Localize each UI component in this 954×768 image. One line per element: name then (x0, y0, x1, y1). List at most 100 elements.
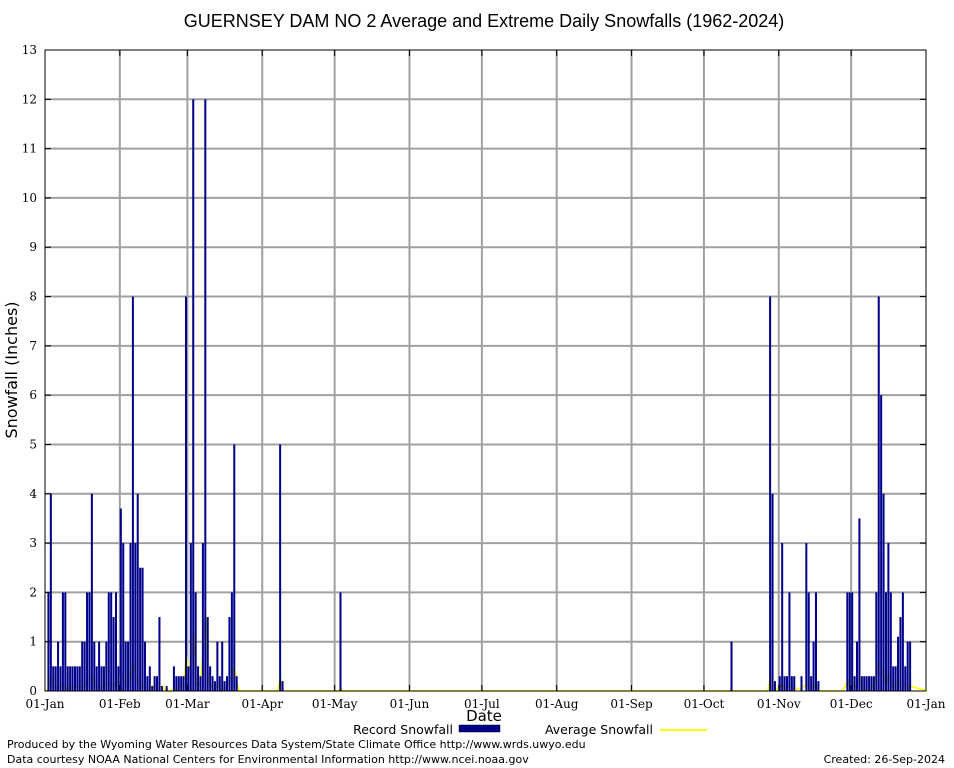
record-bar (788, 592, 791, 691)
record-bar (124, 641, 127, 691)
record-bar (100, 666, 103, 691)
record-bar (78, 666, 81, 691)
record-bar (93, 641, 96, 691)
record-bar (781, 543, 784, 691)
record-bar (110, 592, 113, 691)
record-bar (233, 444, 236, 691)
record-bar (117, 666, 120, 691)
record-bar (906, 641, 909, 691)
record-bar (863, 676, 866, 691)
y-tick-label: 10 (22, 191, 37, 205)
record-bar (793, 676, 796, 691)
record-bar (114, 592, 118, 691)
record-bar (223, 681, 226, 691)
record-bar (769, 296, 772, 691)
x-tick-label: 01-Jan (906, 697, 945, 711)
record-bar (184, 296, 188, 691)
y-tick-label: 2 (29, 585, 37, 599)
y-tick-label: 5 (29, 437, 37, 451)
record-bar (151, 686, 154, 691)
x-tick-label: 01-Sep (610, 697, 653, 711)
record-bar (810, 676, 813, 691)
record-bar (156, 676, 159, 691)
record-bar (54, 666, 57, 691)
record-bar (216, 641, 219, 691)
record-bar (141, 567, 144, 691)
record-bar (81, 641, 84, 691)
record-bar (892, 666, 895, 691)
plot-frame (44, 49, 927, 692)
record-bar (218, 676, 221, 691)
y-tick-label: 13 (22, 43, 37, 57)
record-bar (786, 676, 789, 691)
record-bar (52, 666, 55, 691)
record-bar (897, 636, 900, 691)
x-tick-label: 01-Jun (390, 697, 430, 711)
y-tick-label: 0 (29, 684, 37, 698)
footer-created: Created: 26-Sep-2024 (823, 753, 945, 766)
record-bar (177, 676, 180, 691)
legend-record-swatch (458, 724, 501, 733)
record-bar (281, 681, 284, 691)
x-tick-label: 01-Feb (99, 697, 141, 711)
record-bar (95, 666, 98, 691)
record-bar (61, 592, 64, 691)
legend: Record Snowfall Average Snowfall (353, 722, 707, 737)
record-bar (817, 681, 820, 691)
record-bar (57, 641, 60, 691)
record-bar (887, 543, 890, 691)
x-axis-label: Date (466, 707, 502, 725)
record-bar (119, 508, 122, 691)
x-tick-label: 01-Apr (242, 697, 284, 711)
y-tick-label: 11 (22, 142, 37, 156)
record-bar (158, 617, 161, 691)
record-bar (230, 592, 233, 691)
record-bar (882, 493, 885, 691)
record-bar (71, 666, 74, 691)
legend-average-label: Average Snowfall (545, 722, 653, 737)
record-bar (107, 592, 110, 691)
record-bar (199, 676, 202, 691)
record-bar (211, 676, 214, 691)
record-bar (64, 592, 67, 691)
record-bar (127, 641, 130, 691)
y-tick-label: 9 (29, 240, 37, 254)
record-bar (76, 666, 79, 691)
x-tick-label: 01-Oct (684, 697, 725, 711)
record-bar (899, 617, 902, 691)
record-bar (134, 543, 137, 691)
record-bar (853, 676, 856, 691)
record-bar (790, 676, 793, 691)
record-bar (884, 592, 887, 691)
record-bar (204, 99, 207, 692)
record-bar (189, 543, 192, 691)
record-bar (812, 641, 815, 691)
record-bar (187, 666, 190, 691)
record-bar (846, 592, 849, 691)
record-bar (182, 676, 185, 691)
chart-title: GUERNSEY DAM NO 2 Average and Extreme Da… (184, 11, 785, 31)
record-bar (172, 666, 175, 691)
record-bar (192, 99, 195, 692)
record-bar (228, 617, 231, 691)
record-bar (139, 567, 142, 691)
record-bar (143, 641, 146, 691)
record-bar (153, 676, 156, 691)
record-bar (730, 641, 733, 691)
y-tick-label: 3 (29, 536, 37, 550)
record-bar (880, 395, 883, 691)
record-bar (86, 592, 89, 691)
record-bar (783, 676, 786, 691)
record-bar (778, 676, 781, 691)
record-bar (800, 676, 803, 691)
record-bar (851, 592, 854, 691)
record-bar (136, 493, 139, 691)
footer-produced-by: Produced by the Wyoming Water Resources … (7, 738, 586, 751)
y-tick-label: 1 (29, 635, 37, 649)
record-bar (848, 592, 851, 691)
record-bar (909, 641, 912, 691)
record-bar (197, 666, 200, 691)
record-bar (868, 676, 871, 691)
